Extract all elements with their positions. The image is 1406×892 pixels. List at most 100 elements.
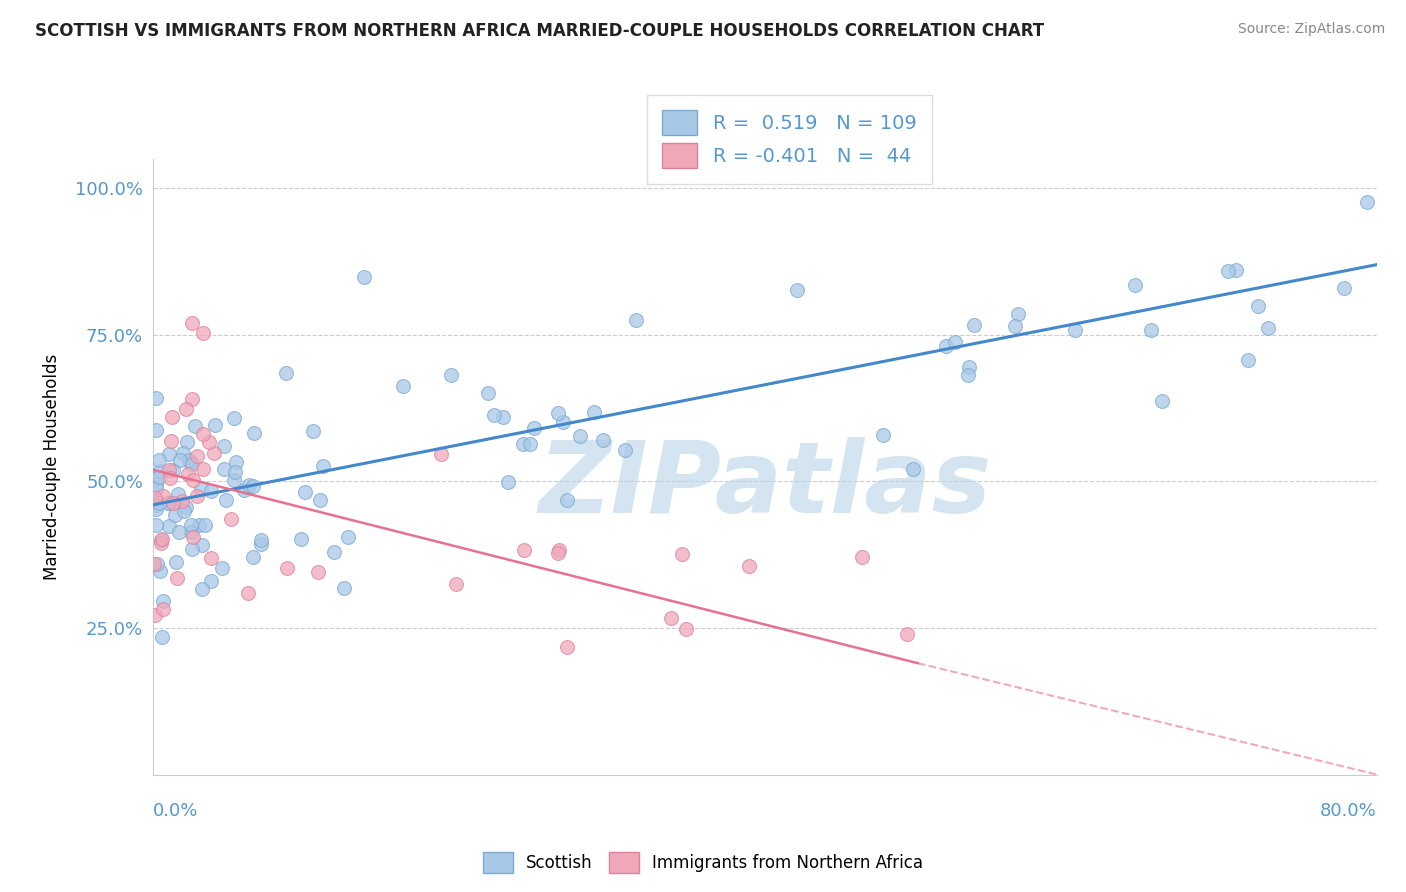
Point [143,608,166,623]
Point [145,499,167,513]
Point [496,475,519,490]
Point [1247,299,1270,313]
Point [242,479,264,493]
Point [238,586,260,600]
Point [225,455,247,469]
Point [190,482,212,496]
Point [174,402,197,417]
Point [181,474,204,488]
Point [302,425,325,439]
Legend: Scottish, Immigrants from Northern Africa: Scottish, Immigrants from Northern Afric… [475,846,931,880]
Point [170,494,193,508]
Point [557,492,579,507]
Point [238,477,260,491]
Point [1007,306,1029,320]
Point [440,368,463,383]
Point [212,439,235,453]
Point [152,630,174,644]
Point [145,557,167,571]
Point [191,326,214,340]
Point [337,529,360,543]
Point [963,318,986,332]
Point [188,518,211,533]
Point [583,405,606,419]
Point [193,427,215,442]
Text: 0.0%: 0.0% [153,802,198,821]
Point [661,611,683,625]
Point [1257,320,1279,334]
Point [165,508,187,522]
Point [145,391,167,405]
Point [180,316,202,330]
Point [851,549,873,564]
Point [738,559,761,574]
Point [167,525,190,540]
Point [145,481,167,495]
Point [211,561,233,575]
Point [786,283,808,297]
Point [145,477,167,491]
Point [145,423,167,437]
Point [149,464,172,478]
Point [143,557,166,571]
Point [186,450,208,464]
Point [181,392,204,406]
Point [1225,263,1247,277]
Point [145,518,167,533]
Point [177,453,200,467]
Point [157,496,180,510]
Y-axis label: Married-couple Households: Married-couple Households [44,354,60,580]
Point [191,538,214,552]
Point [215,493,238,508]
Point [592,433,614,447]
Point [276,366,298,380]
Point [181,457,204,471]
Point [242,549,264,564]
Point [512,436,534,450]
Point [166,487,188,501]
Point [308,493,330,508]
Point [896,626,918,640]
Point [165,554,187,568]
Point [143,491,166,505]
Point [1355,195,1378,210]
Point [323,545,346,559]
Point [159,471,181,485]
Point [547,543,569,558]
Text: SCOTTISH VS IMMIGRANTS FROM NORTHERN AFRICA MARRIED-COUPLE HOUSEHOLDS CORRELATIO: SCOTTISH VS IMMIGRANTS FROM NORTHERN AFR… [35,22,1045,40]
Point [162,496,184,510]
Point [233,483,256,498]
Point [191,582,214,596]
Point [872,428,894,442]
Point [551,415,574,429]
Point [204,418,226,433]
Legend: R =  0.519   N = 109, R = -0.401   N =  44: R = 0.519 N = 109, R = -0.401 N = 44 [647,95,932,184]
Point [194,518,217,533]
Point [157,462,180,476]
Point [332,581,354,595]
Point [312,458,335,473]
Point [162,463,184,477]
Point [166,571,188,585]
Point [181,541,204,556]
Point [430,447,453,461]
Point [157,519,180,533]
Text: Source: ZipAtlas.com: Source: ZipAtlas.com [1237,22,1385,37]
Point [176,434,198,449]
Point [613,442,636,457]
Point [935,339,957,353]
Point [169,452,191,467]
Point [224,411,246,425]
Point [177,467,200,481]
Point [624,313,647,327]
Point [156,496,179,510]
Point [157,447,180,461]
Point [222,474,245,488]
Point [294,484,316,499]
Point [392,379,415,393]
Point [186,489,208,503]
Point [1063,323,1085,337]
Point [547,406,569,420]
Point [173,503,195,517]
Point [307,566,329,580]
